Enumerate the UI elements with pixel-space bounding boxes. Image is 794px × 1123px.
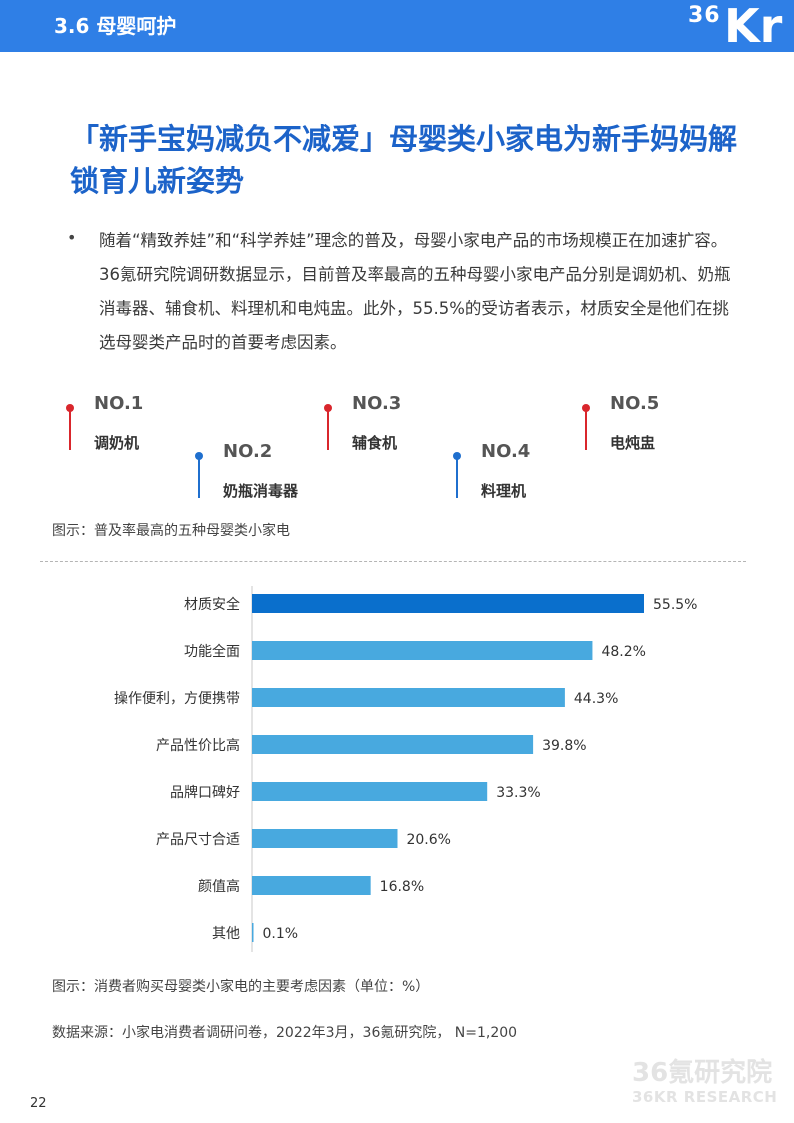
red-pin-line (327, 410, 329, 450)
blue-pin-icon (453, 452, 461, 460)
category-label: 颜值高 (198, 878, 240, 895)
rank-product: 电炖盅 (610, 434, 656, 452)
rank-number: NO.2 (223, 441, 273, 462)
page-number: 22 (30, 1096, 47, 1111)
rank-product: 奶瓶消毒器 (223, 482, 299, 500)
section-title: 3.6 母婴呵护 (54, 14, 177, 38)
header-bar: 3.6 母婴呵护 36 Kr (0, 0, 794, 52)
rank-product: 料理机 (481, 482, 527, 500)
category-label: 品牌口碑好 (170, 784, 240, 801)
red-pin-icon (582, 404, 590, 412)
red-pin-icon (66, 404, 74, 412)
bar (252, 641, 593, 660)
category-label: 其他 (212, 926, 240, 942)
rank-number: NO.1 (94, 393, 144, 414)
bar (252, 688, 565, 707)
red-pin-line (585, 410, 587, 450)
value-label: 16.8% (380, 879, 424, 895)
blue-pin-icon (195, 452, 203, 460)
bullet-mark: • (67, 228, 77, 247)
rank-number: NO.3 (352, 393, 402, 414)
bar (252, 782, 488, 801)
factors-bar-chart: 材质安全 55.5% 功能全面 48.2% 操作便利，方便携带 44.3% 产品性价比高 39… (114, 586, 697, 952)
value-label: 48.2% (601, 644, 645, 660)
page-title: 「新手宝妈减负不减爱」母婴类小家电为新手妈妈解锁育儿新姿势 (70, 122, 738, 198)
chart-caption: 图示：消费者购买母婴类小家电的主要考虑因素（单位：%） (52, 979, 430, 995)
rank-number: NO.5 (610, 393, 660, 414)
value-label: 44.3% (574, 691, 618, 707)
red-pin-line (69, 410, 71, 450)
logo-letters: Kr (724, 0, 783, 52)
bar (252, 735, 534, 754)
logo-number: 36 (688, 3, 721, 28)
watermark: 36氪研究院 36KR RESEARCH (632, 1058, 777, 1106)
rank-product: 辅食机 (352, 434, 398, 452)
brand-logo: 36 Kr (684, 0, 794, 52)
bar (252, 594, 644, 613)
data-source: 数据来源：小家电消费者调研问卷，2022年3月，36氪研究院， N=1,200 (52, 1025, 518, 1041)
ranking-caption: 图示：普及率最高的五种母婴类小家电 (52, 523, 290, 539)
value-label: 20.6% (406, 832, 450, 848)
body-paragraph: 随着“精致养娃”和“科学养娃”理念的普及，母婴小家电产品的市场规模正在加速扩容。… (99, 231, 731, 352)
bar (252, 923, 254, 942)
rank-number: NO.4 (481, 441, 531, 462)
blue-pin-line (456, 458, 458, 498)
bar (252, 829, 398, 848)
category-label: 材质安全 (184, 596, 240, 613)
category-label: 功能全面 (184, 643, 240, 660)
value-label: 39.8% (542, 738, 586, 754)
rank-product: 调奶机 (94, 434, 140, 452)
value-label: 33.3% (496, 785, 540, 801)
blue-pin-line (198, 458, 200, 498)
watermark-cn: 36氪研究院 (632, 1058, 773, 1088)
value-label: 55.5% (653, 597, 697, 613)
watermark-en: 36KR RESEARCH (632, 1088, 778, 1106)
value-label: 0.1% (263, 926, 299, 942)
red-pin-icon (324, 404, 332, 412)
bar (252, 876, 371, 895)
category-label: 产品性价比高 (156, 737, 240, 754)
category-label: 产品尺寸合适 (156, 832, 240, 848)
category-label: 操作便利，方便携带 (114, 691, 240, 707)
dashed-divider (40, 561, 746, 562)
